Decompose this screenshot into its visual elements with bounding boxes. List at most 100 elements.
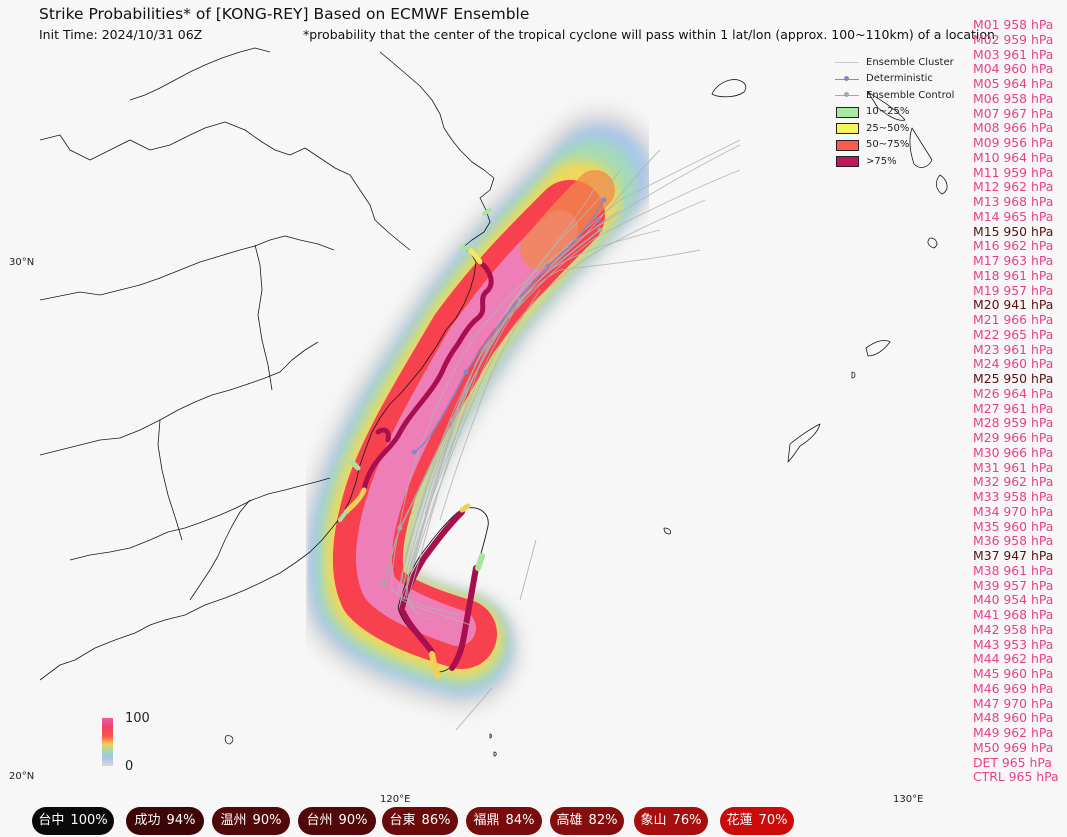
member-pressure-label: M15 950 hPa bbox=[973, 223, 1054, 239]
member-pressure-label: M08 966 hPa bbox=[973, 120, 1054, 136]
colorbar-gradient bbox=[102, 718, 113, 766]
city-name: 台中 bbox=[38, 813, 65, 828]
city-probability: 70% bbox=[758, 813, 788, 828]
ensemble-control-track bbox=[381, 227, 603, 588]
member-pressure-label: M43 953 hPa bbox=[973, 636, 1054, 652]
member-pressure-label: M37 947 hPa bbox=[973, 548, 1054, 563]
legend-symbol bbox=[834, 122, 860, 135]
colorbar-max-label: 100 bbox=[125, 711, 150, 726]
member-pressure-label: M04 960 hPa bbox=[973, 61, 1054, 77]
member-pressure-label: M03 961 hPa bbox=[973, 46, 1054, 62]
city-name: 象山 bbox=[640, 813, 667, 828]
member-pressure-label: M05 964 hPa bbox=[973, 76, 1054, 91]
lat-label-30n: 30°N bbox=[9, 257, 35, 268]
member-pressure-label: M42 958 hPa bbox=[973, 621, 1054, 637]
city-badge: 福鼎 84% bbox=[466, 807, 542, 835]
city-name: 成功 bbox=[134, 813, 161, 828]
member-pressure-label: M35 960 hPa bbox=[973, 518, 1054, 534]
legend-item: >75% bbox=[834, 153, 966, 170]
member-pressure-label: M36 958 hPa bbox=[973, 533, 1054, 549]
city-badge: 高雄 82% bbox=[550, 807, 624, 835]
coastlines bbox=[39, 47, 948, 681]
legend-item: 25~50% bbox=[834, 120, 966, 137]
member-pressure-label: M14 965 hPa bbox=[973, 208, 1054, 224]
legend-label: Deterministic bbox=[866, 73, 933, 85]
city-badge: 花蓮 70% bbox=[720, 807, 794, 835]
member-pressure-label: M31 961 hPa bbox=[973, 459, 1054, 475]
probability-swath bbox=[295, 110, 660, 710]
member-pressure-label: M16 962 hPa bbox=[973, 238, 1054, 254]
lon-label-120e: 120°E bbox=[380, 794, 411, 805]
ensemble-tracks bbox=[391, 139, 741, 626]
legend-symbol bbox=[834, 139, 860, 151]
member-pressure-label: M02 959 hPa bbox=[973, 31, 1054, 47]
city-probability: 84% bbox=[505, 813, 535, 828]
city-name: 花蓮 bbox=[726, 813, 753, 828]
city-probability: 90% bbox=[252, 813, 282, 828]
legend-item: Deterministic bbox=[834, 71, 966, 88]
member-pressure-label: M46 969 hPa bbox=[973, 680, 1054, 696]
legend-symbol bbox=[834, 56, 860, 68]
member-pressure-label: M20 941 hPa bbox=[973, 297, 1054, 313]
ensemble-member-list: M01 958 hPa M02 959 hPa M03 961 hPa M04 960… bbox=[973, 17, 1067, 785]
city-probability: 90% bbox=[338, 813, 368, 828]
city-name: 台東 bbox=[389, 813, 416, 828]
taiwan-high-probability-coast bbox=[399, 503, 485, 679]
city-badge: 象山 76% bbox=[634, 807, 708, 835]
city-badge: 台東 86% bbox=[382, 807, 458, 835]
city-probability: 82% bbox=[588, 813, 618, 828]
member-pressure-label: M06 958 hPa bbox=[973, 90, 1054, 106]
legend-item: Ensemble Control bbox=[834, 87, 966, 104]
member-pressure-label: M29 966 hPa bbox=[973, 430, 1054, 445]
city-name: 台州 bbox=[306, 813, 333, 828]
city-name: 高雄 bbox=[556, 813, 583, 828]
member-pressure-label: DET 965 hPa bbox=[973, 754, 1052, 770]
member-pressure-label: M19 957 hPa bbox=[973, 282, 1054, 298]
member-pressure-label: M07 967 hPa bbox=[973, 105, 1054, 121]
city-probability: 94% bbox=[166, 813, 196, 828]
deterministic-track bbox=[411, 197, 607, 455]
member-pressure-label: M09 956 hPa bbox=[973, 135, 1054, 150]
city-badge: 台中 100% bbox=[32, 807, 114, 835]
legend-label: 25~50% bbox=[866, 122, 910, 134]
init-time: Init Time: 2024/10/31 06Z bbox=[39, 27, 203, 42]
lon-label-130e: 130°E bbox=[893, 794, 924, 805]
city-badge: 台州 90% bbox=[298, 807, 376, 835]
city-probability: 76% bbox=[672, 813, 702, 828]
member-pressure-label: M11 959 hPa bbox=[973, 164, 1054, 180]
member-pressure-label: M28 959 hPa bbox=[973, 415, 1054, 431]
colorbar-min-label: 0 bbox=[125, 759, 134, 774]
member-pressure-label: M38 961 hPa bbox=[973, 562, 1054, 578]
member-pressure-label: M48 960 hPa bbox=[973, 710, 1054, 726]
city-name: 福鼎 bbox=[473, 813, 500, 828]
probability-footnote: *probability that the center of the trop… bbox=[303, 27, 995, 42]
outlier-tracks bbox=[455, 539, 537, 731]
lat-label-20n: 20°N bbox=[9, 771, 35, 782]
member-pressure-label: M49 962 hPa bbox=[973, 725, 1054, 740]
member-pressure-label: M01 958 hPa bbox=[973, 17, 1054, 32]
member-pressure-label: M27 961 hPa bbox=[973, 400, 1054, 416]
member-pressure-label: M26 964 hPa bbox=[973, 385, 1054, 401]
member-pressure-label: M30 966 hPa bbox=[973, 444, 1054, 460]
legend-item: 50~75% bbox=[834, 137, 966, 154]
city-badge: 成功 94% bbox=[126, 807, 204, 835]
member-pressure-label: M41 968 hPa bbox=[973, 607, 1054, 622]
legend-item: Ensemble Cluster bbox=[834, 54, 966, 71]
legend-label: 50~75% bbox=[866, 139, 910, 151]
legend-label: 10~25% bbox=[866, 106, 910, 118]
legend-symbol bbox=[834, 155, 860, 168]
member-pressure-label: M50 969 hPa bbox=[973, 739, 1054, 755]
city-probability: 100% bbox=[70, 813, 108, 828]
legend-symbol bbox=[834, 106, 860, 118]
member-pressure-label: M18 961 hPa bbox=[973, 267, 1054, 283]
legend-label: >75% bbox=[866, 155, 897, 167]
member-pressure-label: M21 966 hPa bbox=[973, 312, 1054, 327]
member-pressure-label: M24 960 hPa bbox=[973, 356, 1054, 372]
member-pressure-label: M12 962 hPa bbox=[973, 179, 1054, 195]
legend-symbol bbox=[834, 89, 860, 101]
member-pressure-label: M10 964 hPa bbox=[973, 149, 1054, 165]
member-pressure-label: M17 963 hPa bbox=[973, 253, 1054, 268]
member-pressure-label: M44 962 hPa bbox=[973, 651, 1054, 667]
city-badge: 温州 90% bbox=[212, 807, 290, 835]
